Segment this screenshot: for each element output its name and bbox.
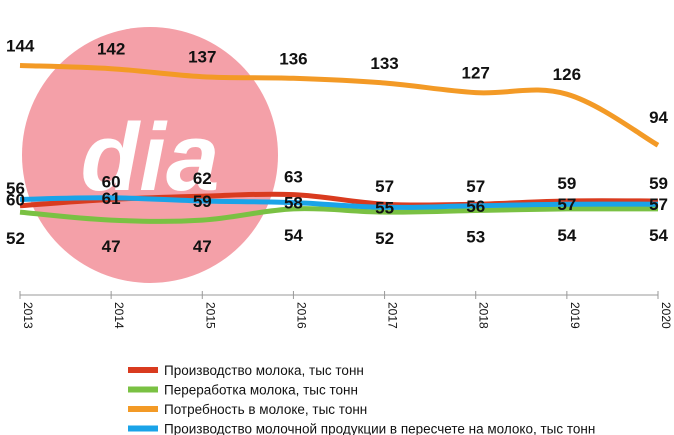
legend-swatch-1	[128, 367, 158, 373]
x-tick-label-2020: 2020	[659, 302, 673, 329]
data-label-s1-2014: 60	[102, 172, 121, 191]
x-tick-label-2014: 2014	[112, 302, 126, 329]
legend-swatch-3	[128, 406, 158, 412]
legend-swatch-4	[128, 425, 158, 432]
data-label-s1-2019: 59	[557, 174, 576, 193]
legend: Производство молока, тыс тонн Переработка…	[128, 363, 595, 435]
data-label-s2-2019: 54	[557, 226, 576, 245]
x-tick-label-2018: 2018	[477, 302, 491, 329]
x-tick-label-2013: 2013	[21, 302, 35, 329]
logo-text: dia	[81, 104, 220, 211]
data-label-s2-2020: 54	[649, 226, 668, 245]
data-label-s4-2015: 59	[193, 192, 212, 211]
data-label-s4-2018: 56	[466, 197, 485, 216]
series-line-2	[19, 206, 659, 224]
data-label-s1-2020: 59	[649, 174, 668, 193]
legend-swatch-2	[128, 386, 158, 393]
legend-label-2: Переработка молока, тыс тонн	[164, 383, 358, 398]
legend-label-1: Производство молока, тыс тонн	[164, 363, 364, 378]
data-label-s3-2020: 94	[649, 108, 668, 127]
x-tick-label-2017: 2017	[386, 302, 400, 329]
data-label-s1-2016: 63	[284, 168, 303, 187]
data-label-s4-2016: 58	[284, 194, 303, 213]
x-tick-label-2015: 2015	[203, 302, 217, 329]
data-label-s2-2015: 47	[193, 237, 212, 256]
data-label-s4-2020: 57	[649, 195, 668, 214]
series-line-4	[19, 195, 659, 210]
data-label-s2-2018: 53	[466, 228, 485, 247]
data-label-s3-2017: 133	[370, 54, 398, 73]
data-label-s3-2015: 137	[188, 48, 216, 67]
x-axis: 2013 2014 2015 2016 2017 2018 2019 2020	[19, 291, 673, 329]
data-label-s1-2017: 57	[375, 177, 394, 196]
legend-label-3: Потребность в молоке, тыс тонн	[164, 402, 367, 417]
data-label-s3-2018: 127	[462, 64, 490, 83]
data-label-s4-2017: 55	[375, 198, 394, 217]
data-label-s2-2016: 54	[284, 226, 303, 245]
data-label-s2-2014: 47	[102, 237, 121, 256]
data-label-s3-2016: 136	[279, 49, 307, 68]
data-label-s4-2013: 60	[6, 190, 25, 209]
data-label-s3-2019: 126	[553, 65, 581, 84]
series-line-3	[19, 63, 660, 148]
data-label-s3-2013: 144	[6, 37, 35, 56]
data-label-s1-2015: 62	[193, 169, 212, 188]
data-label-s1-2013: 56	[6, 179, 25, 198]
data-label-s4-2014: 61	[102, 189, 121, 208]
data-label-s3-2014: 142	[97, 40, 125, 59]
data-label-s2-2017: 52	[375, 229, 394, 248]
x-tick-label-2019: 2019	[568, 302, 582, 329]
x-tick-label-2016: 2016	[294, 302, 308, 329]
data-label-s1-2018: 57	[466, 177, 485, 196]
data-label-s4-2019: 57	[557, 195, 576, 214]
series-lines	[19, 63, 660, 224]
data-label-s2-2013: 52	[6, 229, 25, 248]
legend-label-4: Производство молочной продукции в пересч…	[164, 422, 595, 435]
